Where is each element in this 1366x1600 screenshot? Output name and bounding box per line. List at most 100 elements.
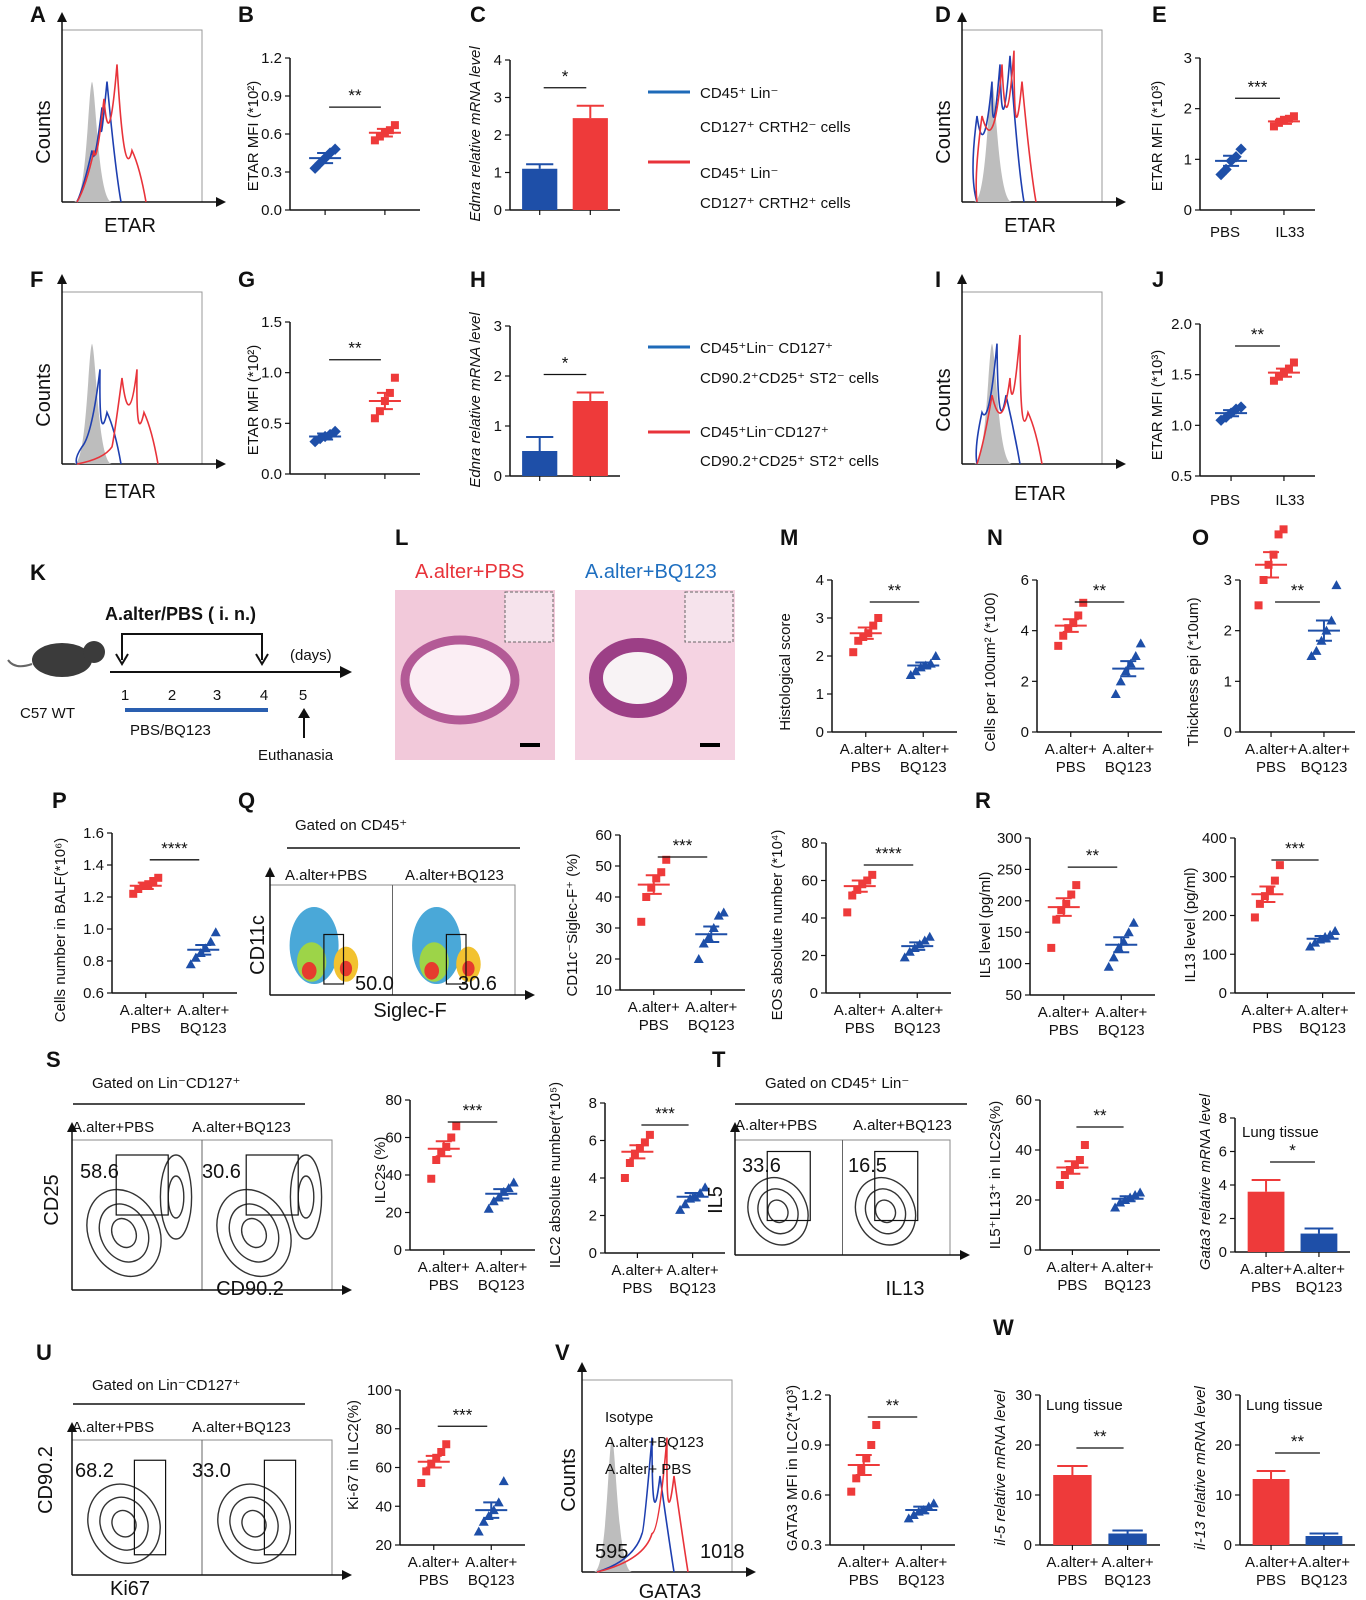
e-point (1274, 118, 1283, 127)
t2-group-1: A.alter+ (1240, 1261, 1292, 1278)
t1-ytick-label: 60 (1015, 1092, 1032, 1109)
p-ytick-label: 1.6 (83, 825, 104, 842)
q2-ytick-label: 20 (801, 948, 818, 965)
g-point (375, 407, 384, 416)
e-ytick-label: 2 (1184, 101, 1192, 118)
j-xcat-1: PBS (1210, 492, 1240, 509)
panel-label-n: N (987, 525, 1003, 550)
t1-sig-label: ** (1093, 1106, 1107, 1125)
q1-point (657, 868, 666, 877)
q1-group-1: A.alter+ (628, 999, 680, 1016)
flow-s-contour-2-3 (216, 1188, 292, 1278)
days-label: (days) (290, 647, 332, 664)
t2-ytick-label: 0 (1219, 1244, 1227, 1261)
flow-s-contour-b-2-1 (297, 1175, 315, 1219)
u1-point (478, 1516, 489, 1526)
g-point (370, 414, 379, 423)
s2-ytick-label: 0 (589, 1245, 597, 1262)
t1-ylabel: IL5⁺IL13⁺ in ILC2s(%) (987, 1101, 1004, 1249)
panel-label-o: O (1192, 525, 1209, 550)
flow-t-gate-2 (874, 1150, 919, 1222)
v1-point (867, 1441, 876, 1449)
v1-point (928, 1498, 939, 1508)
s-ylabel: CD25 (41, 1174, 63, 1225)
v1-ytick-label: 0.9 (801, 1437, 822, 1454)
c-bar-2 (572, 118, 608, 210)
f-ylabel: Counts (33, 363, 55, 426)
q2-sig-label: **** (875, 844, 902, 863)
a-xlabel: ETAR (104, 215, 156, 237)
q1-point (718, 907, 729, 917)
w2-ytick-label: 0 (1224, 1537, 1232, 1554)
panel-label-b: B (238, 2, 254, 27)
p-group-1: A.alter+ (120, 1002, 172, 1019)
j-ytick-label: 2.0 (1171, 316, 1192, 333)
panel-label-s: S (46, 1047, 61, 1072)
hist-f-curve-blue (75, 369, 122, 465)
r2-point (1330, 926, 1341, 935)
day-5: 5 (299, 687, 307, 704)
r2-point (1270, 876, 1279, 885)
q2-ytick-label: 60 (801, 873, 818, 890)
r2-ytick-label: 300 (1202, 869, 1227, 886)
hist-d-curve-red (975, 50, 1037, 203)
r2-ytick-label: 400 (1202, 830, 1227, 847)
t-ylabel: IL5 (705, 1186, 727, 1214)
t2-bar-2 (1300, 1233, 1338, 1252)
flow-t-contour-2-1 (874, 1199, 897, 1224)
hist-i-isotype (974, 343, 1012, 464)
flow-u-contour-1-1 (111, 1509, 137, 1538)
panel-label-v: V (555, 1340, 570, 1365)
v-legend-3: A.alter+ PBS (605, 1461, 691, 1478)
m-ytick-label: 3 (816, 610, 824, 627)
t-value-2: 16.5 (848, 1155, 887, 1177)
u1-ytick-label: 20 (375, 1537, 392, 1554)
u1-ytick-label: 100 (367, 1382, 392, 1399)
p-point (149, 877, 158, 885)
t-group-2: A.alter+BQ123 (853, 1117, 952, 1134)
s2-ylabel: ILC2 absolute number(*10⁵) (547, 1082, 564, 1268)
t2-ytick-label: 2 (1219, 1211, 1227, 1228)
r2-point (1275, 861, 1284, 870)
r1-point (1103, 961, 1114, 971)
h-legend-2a: CD45⁺Lin⁻CD127⁺ (700, 424, 829, 441)
m-ytick-label: 4 (816, 572, 824, 589)
c-ytick-label: 0 (494, 202, 502, 219)
p-point (210, 927, 221, 937)
flow-t-gate-1 (766, 1150, 811, 1222)
q2-ytick-label: 40 (801, 910, 818, 927)
q-group-2: A.alter+BQ123 (405, 867, 504, 884)
o-point (1254, 601, 1263, 610)
t1-ytick-label: 0 (1024, 1242, 1032, 1259)
m-point (869, 621, 878, 630)
u-ylabel: CD90.2 (35, 1446, 57, 1514)
flow-t-y-arrow (730, 1122, 740, 1132)
panel-label-w: W (993, 1315, 1014, 1340)
n-point (1135, 638, 1146, 648)
q-xlabel: Siglec-F (373, 1000, 446, 1022)
o-ylabel: Thickness epi (*10um) (1185, 597, 1202, 746)
e-sig-label: *** (1248, 77, 1268, 96)
e-point (1235, 143, 1247, 155)
n-point (1059, 631, 1068, 640)
r1-point (1062, 899, 1071, 908)
w1-bar-1 (1053, 1475, 1092, 1545)
f-xlabel: ETAR (104, 481, 156, 503)
v1-point (847, 1487, 856, 1496)
r1-group-1b: PBS (1049, 1022, 1079, 1039)
j-xcat-2: IL33 (1275, 492, 1304, 509)
u1-ytick-label: 60 (375, 1460, 392, 1477)
g-ytick-label: 0.5 (261, 415, 282, 432)
dosing-arrows (115, 653, 269, 666)
n-point (1130, 651, 1141, 660)
day-4: 4 (260, 687, 268, 704)
p-point (129, 889, 138, 898)
g-ytick-label: 1.0 (261, 365, 282, 382)
r2-group-1: A.alter+ (1241, 1002, 1293, 1019)
b-point (370, 136, 379, 145)
u1-point (473, 1526, 484, 1536)
r1-sig-label: ** (1086, 846, 1100, 865)
w1-group-2: A.alter+ (1102, 1554, 1154, 1571)
u1-group-1b: PBS (419, 1572, 449, 1589)
hist-i-x-arrow (1116, 459, 1126, 469)
